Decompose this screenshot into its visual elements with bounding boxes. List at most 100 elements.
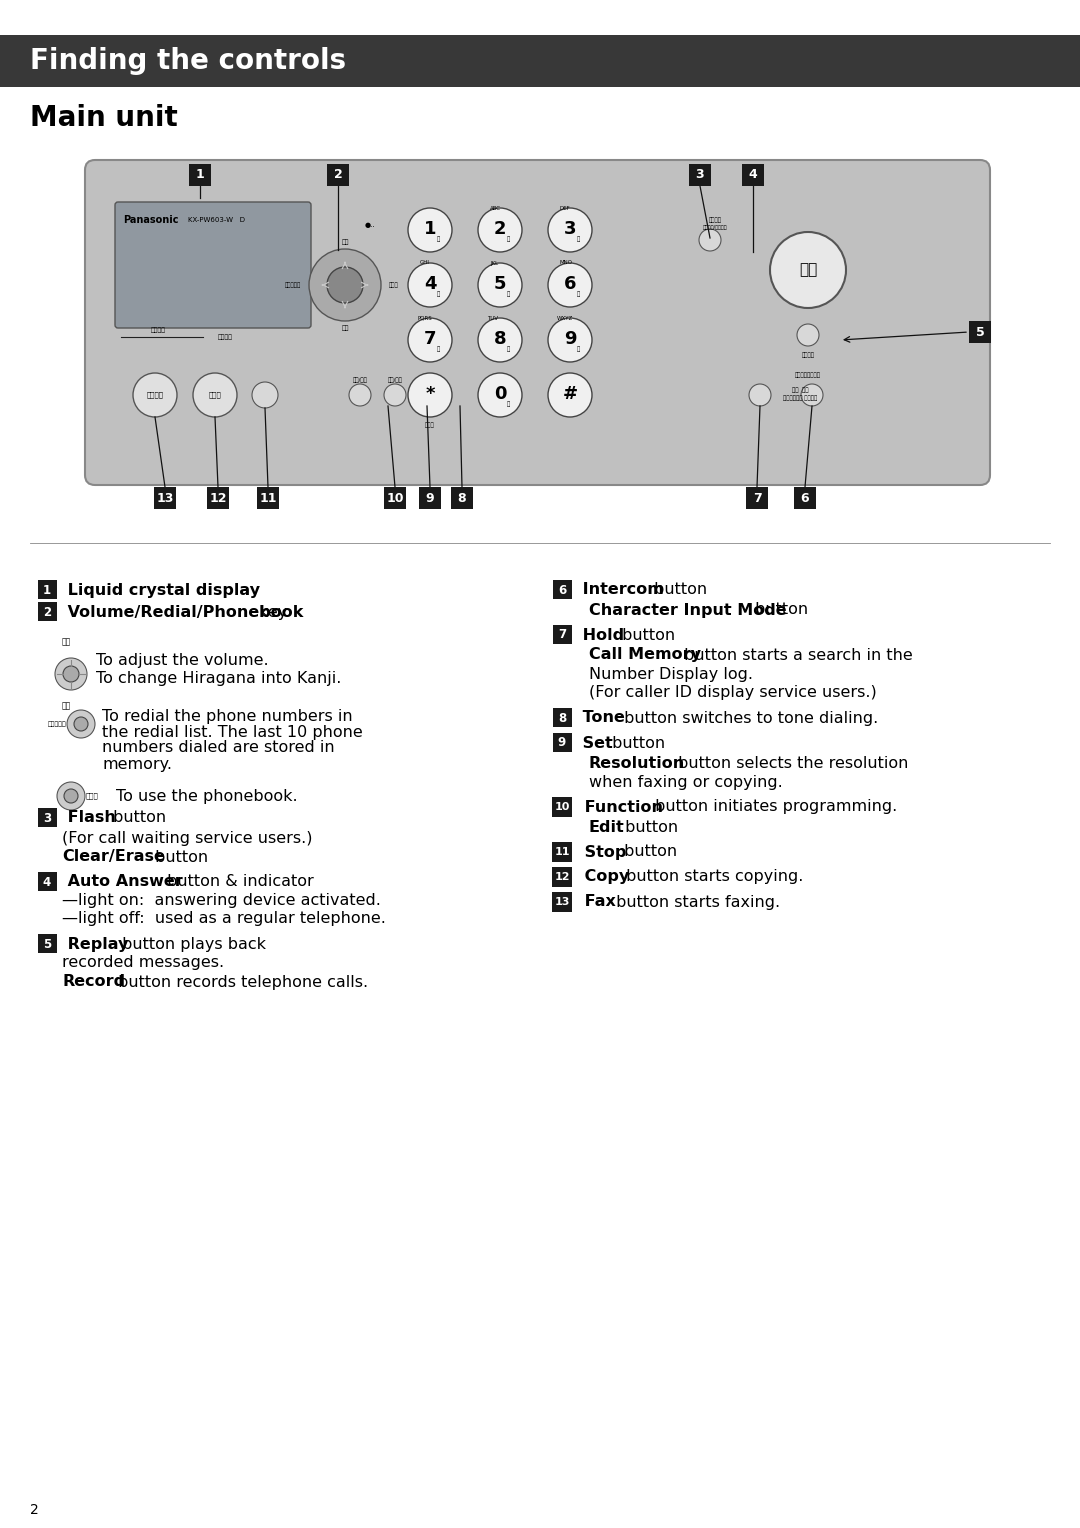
FancyBboxPatch shape — [552, 842, 572, 862]
Text: を: を — [508, 400, 511, 406]
Text: 2: 2 — [334, 168, 342, 182]
Text: 6: 6 — [564, 275, 577, 293]
Circle shape — [548, 263, 592, 307]
FancyBboxPatch shape — [154, 487, 176, 509]
Circle shape — [75, 717, 87, 730]
Text: 着信メモリー 文字切替: 着信メモリー 文字切替 — [783, 396, 818, 400]
FancyBboxPatch shape — [689, 163, 711, 186]
Text: 10: 10 — [554, 802, 569, 811]
Text: Character Input Mode: Character Input Mode — [589, 602, 786, 617]
FancyBboxPatch shape — [553, 625, 572, 643]
Text: 13: 13 — [157, 492, 174, 504]
Circle shape — [309, 249, 381, 321]
Circle shape — [349, 384, 372, 406]
Text: 0: 0 — [494, 385, 507, 403]
Circle shape — [478, 263, 522, 307]
Circle shape — [64, 788, 78, 804]
FancyBboxPatch shape — [552, 798, 572, 817]
Text: *: * — [426, 385, 435, 403]
Circle shape — [750, 384, 771, 406]
Text: Liquid crystal display: Liquid crystal display — [62, 582, 260, 597]
FancyBboxPatch shape — [257, 487, 279, 509]
Text: コピー: コピー — [208, 391, 221, 399]
Text: 11: 11 — [259, 492, 276, 504]
Text: (For call waiting service users.): (For call waiting service users.) — [62, 831, 312, 845]
Text: To change Hiragana into Kanji.: To change Hiragana into Kanji. — [96, 671, 341, 686]
FancyBboxPatch shape — [38, 602, 57, 620]
Text: 7: 7 — [558, 628, 566, 642]
Text: Resolution: Resolution — [589, 755, 685, 770]
Text: button records telephone calls.: button records telephone calls. — [113, 975, 368, 990]
Text: button switches to tone dialing.: button switches to tone dialing. — [619, 711, 878, 726]
Circle shape — [133, 373, 177, 417]
Circle shape — [408, 373, 453, 417]
Circle shape — [408, 263, 453, 307]
Circle shape — [548, 373, 592, 417]
Text: (For caller ID display service users.): (For caller ID display service users.) — [589, 686, 877, 700]
Text: か: か — [508, 235, 511, 241]
Text: ●..: ●.. — [365, 222, 376, 228]
Text: button: button — [617, 628, 675, 642]
Text: 5: 5 — [494, 275, 507, 293]
Text: To use the phonebook.: To use the phonebook. — [116, 788, 298, 804]
Text: button: button — [108, 810, 166, 825]
Text: 6: 6 — [800, 492, 809, 504]
Text: は: は — [577, 290, 580, 296]
Text: 2: 2 — [30, 1504, 39, 1517]
Text: さ: さ — [577, 235, 580, 241]
Text: 電話帳: 電話帳 — [389, 283, 399, 287]
Text: 6: 6 — [558, 584, 566, 596]
Circle shape — [67, 711, 95, 738]
FancyBboxPatch shape — [38, 934, 57, 953]
FancyBboxPatch shape — [38, 581, 57, 599]
Text: GHI: GHI — [420, 260, 430, 266]
Text: 再ダイヤル: 再ダイヤル — [48, 721, 66, 727]
Text: 機能/修正: 機能/修正 — [352, 377, 367, 384]
Text: —light off:  used as a regular telephone.: —light off: used as a regular telephone. — [62, 912, 386, 926]
Text: To adjust the volume.: To adjust the volume. — [96, 652, 269, 668]
Text: 5: 5 — [43, 938, 51, 950]
Text: 10: 10 — [387, 492, 404, 504]
Text: 9: 9 — [558, 736, 566, 750]
Text: 12: 12 — [554, 872, 570, 882]
FancyBboxPatch shape — [553, 733, 572, 752]
FancyBboxPatch shape — [38, 808, 57, 827]
Text: た: た — [437, 290, 441, 296]
Text: memory.: memory. — [102, 756, 172, 772]
FancyBboxPatch shape — [207, 487, 229, 509]
Text: 聞き返し: 聞き返し — [801, 351, 814, 358]
Text: Edit: Edit — [589, 819, 624, 834]
Text: 4: 4 — [423, 275, 436, 293]
Text: 変換: 変換 — [341, 325, 349, 330]
FancyBboxPatch shape — [746, 487, 768, 509]
Text: 4: 4 — [748, 168, 757, 182]
Text: 操作案内: 操作案内 — [150, 327, 165, 333]
Text: 9: 9 — [426, 492, 434, 504]
Text: button plays back: button plays back — [117, 937, 266, 952]
Text: 3: 3 — [696, 168, 704, 182]
Circle shape — [699, 229, 721, 251]
Text: あ: あ — [437, 235, 441, 241]
Text: や: や — [508, 345, 511, 351]
Text: 8: 8 — [494, 330, 507, 348]
Text: Number Display log.: Number Display log. — [589, 666, 753, 681]
FancyBboxPatch shape — [794, 487, 816, 509]
Text: Fax: Fax — [579, 894, 616, 909]
Text: Clear/Erase: Clear/Erase — [62, 850, 165, 865]
FancyBboxPatch shape — [553, 581, 572, 599]
Text: 3: 3 — [43, 811, 51, 825]
Text: the redial list. The last 10 phone: the redial list. The last 10 phone — [102, 724, 363, 740]
Circle shape — [478, 208, 522, 252]
Text: WXYZ: WXYZ — [557, 315, 573, 321]
Text: 11: 11 — [554, 847, 570, 857]
Text: button: button — [607, 735, 665, 750]
Text: Flash: Flash — [62, 810, 116, 825]
Text: 7: 7 — [753, 492, 761, 504]
Circle shape — [408, 208, 453, 252]
Text: Tone: Tone — [577, 711, 625, 726]
Text: 7: 7 — [423, 330, 436, 348]
Circle shape — [797, 324, 819, 345]
FancyBboxPatch shape — [742, 163, 764, 186]
Text: Call Memory: Call Memory — [589, 648, 701, 663]
Text: PQRS: PQRS — [417, 315, 432, 321]
